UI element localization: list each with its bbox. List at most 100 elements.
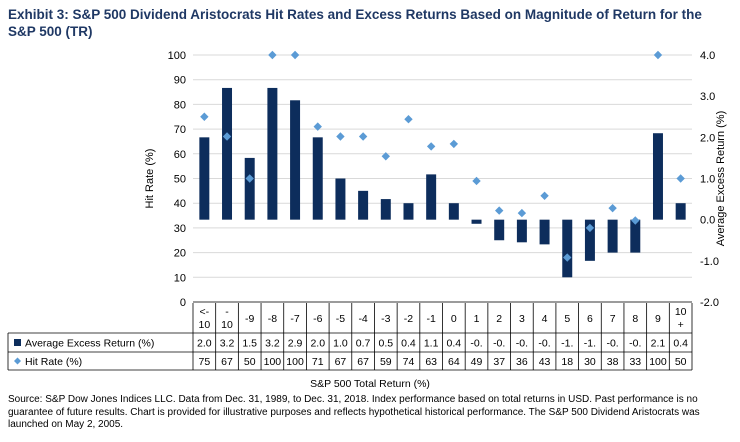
category-label: 5: [564, 313, 570, 325]
bar: [403, 203, 414, 220]
hit-rate-point: [449, 139, 459, 149]
excess-return-value: 0.4: [447, 338, 462, 350]
y2-tick-label: 3.0: [700, 91, 715, 103]
y-tick-label: 40: [174, 198, 186, 210]
excess-return-value: 1.5: [242, 338, 257, 350]
legend-swatch-bar: [14, 339, 21, 346]
hit-rate-value: 38: [607, 356, 619, 368]
hit-rate-value: 67: [221, 356, 233, 368]
bar: [244, 157, 255, 220]
y2-tick-label: 0.0: [700, 215, 715, 227]
category-label: 9: [655, 313, 661, 325]
excess-return-value: 0.4: [673, 338, 688, 350]
excess-return-value: -1.: [561, 338, 573, 350]
hit-rate-point: [563, 253, 572, 262]
y2-tick-label: -2.0: [700, 297, 719, 309]
excess-return-value: 1.1: [424, 338, 439, 350]
excess-return-value: 3.2: [220, 338, 235, 350]
category-label: 8: [632, 313, 638, 325]
y-tick-label: 60: [174, 149, 186, 161]
hit-rate-point: [653, 50, 663, 60]
hit-rate-point: [381, 152, 390, 161]
excess-return-value: -0.: [470, 338, 482, 350]
category-label: -7: [290, 313, 299, 325]
category-label: 4: [542, 313, 548, 325]
category-label: 3: [519, 313, 525, 325]
excess-return-value: 2.0: [310, 338, 325, 350]
hit-rate-value: 43: [539, 356, 551, 368]
bar: [471, 219, 482, 224]
bar: [222, 87, 233, 220]
hit-rate-value: 74: [403, 356, 415, 368]
category-label: -3: [381, 313, 390, 325]
y2-tick-label: 1.0: [700, 174, 715, 186]
y-tick-label: 20: [174, 248, 186, 260]
category-label: -4: [358, 313, 367, 325]
hit-rate-value: 50: [244, 356, 256, 368]
category-label: 6: [587, 313, 593, 325]
hit-rate-value: 100: [286, 356, 304, 368]
hit-rate-point: [245, 174, 254, 183]
x-axis-title: S&P 500 Total Return (%): [310, 378, 430, 390]
hit-rate-point: [495, 206, 504, 215]
excess-return-value: 0.7: [356, 338, 371, 350]
category-label: -9: [245, 313, 254, 325]
category-label: +: [678, 319, 684, 331]
excess-return-value: 2.0: [197, 338, 212, 350]
hit-rate-point: [313, 122, 322, 131]
hit-rate-value: 100: [649, 356, 667, 368]
excess-return-value: -0.: [538, 338, 550, 350]
category-label: 1: [474, 313, 480, 325]
y2-tick-label: -1.0: [700, 256, 719, 268]
category-label: -5: [336, 313, 345, 325]
y-tick-label: 50: [174, 174, 186, 186]
y2-axis-title: Average Excess Return (%): [715, 111, 727, 247]
bar: [675, 203, 686, 220]
bar: [380, 199, 391, 220]
excess-return-value: 2.9: [288, 338, 303, 350]
legend-label-hit-rate: Hit Rate (%): [25, 356, 82, 368]
bar: [584, 219, 595, 261]
hit-rate-value: 63: [425, 356, 437, 368]
hit-rate-point: [585, 223, 595, 233]
hit-rate-point: [517, 208, 527, 218]
hit-rate-point: [200, 112, 209, 121]
bar: [448, 203, 459, 220]
hit-rate-value: 64: [448, 356, 460, 368]
hit-rate-value: 75: [198, 356, 210, 368]
category-label: -6: [313, 313, 322, 325]
hit-rate-point: [472, 176, 481, 186]
excess-return-value: 1.0: [333, 338, 348, 350]
excess-return-value: -0.: [606, 338, 618, 350]
hit-rate-point: [404, 115, 413, 124]
y2-tick-label: 4.0: [700, 50, 715, 62]
bar: [335, 178, 346, 220]
hit-rate-value: 33: [629, 356, 641, 368]
excess-return-value: -0.: [516, 338, 528, 350]
bar: [607, 219, 618, 253]
bar: [494, 219, 505, 241]
excess-return-value: 2.1: [651, 338, 666, 350]
category-label: <-: [200, 306, 210, 318]
excess-return-value: -1.: [584, 338, 596, 350]
y-axis-title: Hit Rate (%): [144, 149, 156, 209]
category-label: 7: [610, 313, 616, 325]
hit-rate-value: 18: [561, 356, 573, 368]
legend-label-excess-return: Average Excess Return (%): [25, 338, 154, 350]
source-note: Source: S&P Dow Jones Indices LLC. Data …: [8, 394, 700, 430]
excess-return-value: -0.: [629, 338, 641, 350]
hit-rate-point: [222, 132, 232, 141]
bar: [312, 137, 323, 220]
hit-rate-point: [268, 50, 277, 60]
hit-rate-value: 67: [335, 356, 347, 368]
y-tick-label: 80: [174, 99, 186, 111]
hit-rate-value: 67: [357, 356, 369, 368]
y2-tick-label: 2.0: [700, 132, 715, 144]
y-tick-label: 10: [174, 272, 186, 284]
chart-title: Exhibit 3: S&P 500 Dividend Aristocrats …: [8, 7, 702, 39]
hit-rate-point: [336, 132, 345, 141]
bar: [267, 87, 278, 220]
category-label: -8: [268, 313, 277, 325]
hit-rate-point: [608, 203, 617, 213]
